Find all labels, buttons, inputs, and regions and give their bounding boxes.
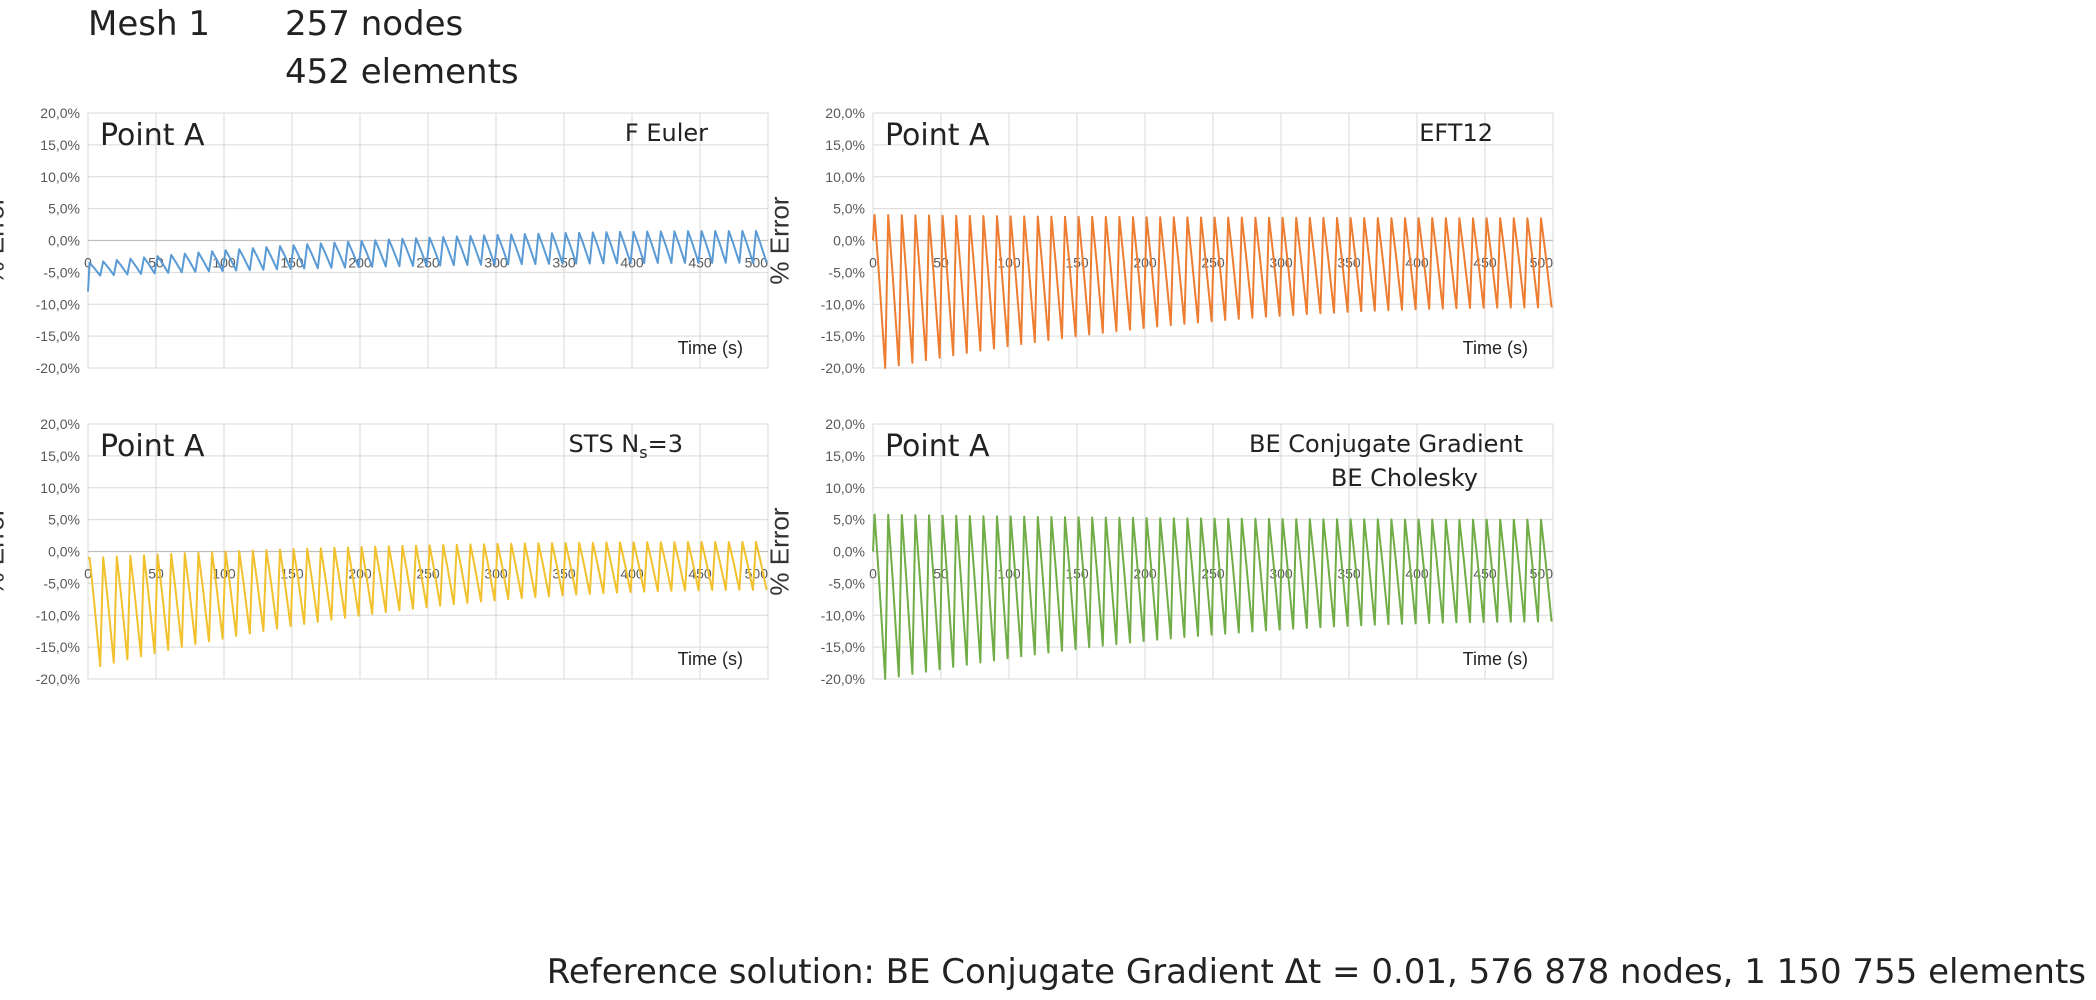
series-line [872, 214, 1553, 369]
y-tick-label: -5,0% [828, 575, 865, 591]
y-tick-label: -5,0% [828, 264, 865, 280]
y-tick-label: -20,0% [36, 671, 80, 687]
y-tick-label: 10,0% [825, 169, 865, 185]
plot-area: 20,0% 15,0% 10,0% 5,0% 0,0% -5,0% -10,0% -15,0%… [36, 416, 769, 687]
y-tick-label: 10,0% [40, 169, 80, 185]
plot-area: 20,0% 15,0% 10,0% 5,0% 0,0% -5,0% -10,0% -15,0%… [36, 105, 769, 376]
plot-area: 20,0% 15,0% 10,0% 5,0% 0,0% -5,0% -10,0% -15,0%… [821, 416, 1554, 687]
y-tick-label: -5,0% [43, 575, 80, 591]
y-tick-label: 15,0% [40, 137, 80, 153]
x-tick-label: 250 [416, 255, 440, 271]
y-tick-label: -10,0% [821, 296, 865, 312]
x-axis-title: Time (s) [678, 338, 743, 358]
y-tick-label: 0,0% [48, 233, 80, 249]
method-label-tail: =3 [648, 430, 683, 458]
y-tick-label: 15,0% [40, 448, 80, 464]
reference-solution-note: Reference solution: BE Conjugate Gradien… [546, 952, 2086, 992]
y-tick-label: 10,0% [40, 480, 80, 496]
y-tick-label: 20,0% [825, 105, 865, 121]
x-tick-label: 500 [745, 255, 769, 271]
y-tick-label: 0,0% [48, 544, 80, 560]
chart-svg: 20,0% 15,0% 10,0% 5,0% 0,0% -5,0% -10,0% -15,0%… [36, 105, 769, 376]
series-line [88, 540, 768, 668]
y-tick-label: 20,0% [40, 416, 80, 432]
x-tick-label: 0 [84, 255, 92, 271]
x-tick-label: 450 [688, 255, 712, 271]
node-count: 257 nodes [285, 4, 464, 44]
chart-panel-1: % Error20,0%15,0%10,0%5,0%0,0%-5,0%-10,0… [0, 103, 783, 378]
y-tick-label: -10,0% [36, 296, 80, 312]
y-tick-label: -10,0% [821, 607, 865, 623]
point-label: Point A [885, 429, 990, 464]
x-tick-label: 400 [620, 255, 644, 271]
y-tick-label: -20,0% [821, 671, 865, 687]
series-line [872, 513, 1553, 680]
y-tick-label: -15,0% [821, 639, 865, 655]
y-tick-label: 15,0% [825, 448, 865, 464]
chart-svg: 20,0% 15,0% 10,0% 5,0% 0,0% -5,0% -10,0% -15,0%… [821, 105, 1554, 376]
series-line [87, 229, 768, 292]
element-count: 452 elements [285, 52, 519, 92]
y-tick-label: 15,0% [825, 137, 865, 153]
chart-panel-2: % Error 20,0% 15,0% 10,0% 5,0% 0,0% -5,0% -10,0… [765, 103, 1568, 378]
method-label: BE Conjugate Gradient [1249, 430, 1523, 458]
mesh-label: Mesh 1 [88, 4, 210, 44]
y-tick-label: 10,0% [825, 480, 865, 496]
plot-area: 20,0% 15,0% 10,0% 5,0% 0,0% -5,0% -10,0% -15,0%… [821, 105, 1554, 376]
chart-svg: 20,0% 15,0% 10,0% 5,0% 0,0% -5,0% -10,0% -15,0%… [821, 416, 1554, 687]
y-tick-label: -20,0% [821, 360, 865, 376]
y-tick-label: -15,0% [821, 328, 865, 344]
y-tick-label: -10,0% [36, 607, 80, 623]
x-axis-title: Time (s) [1463, 338, 1528, 358]
x-tick-label: 0 [869, 566, 877, 582]
x-tick-label: 0 [84, 566, 92, 582]
y-tick-label: 5,0% [833, 201, 865, 217]
chart-panel-3: % Error20,0%15,0%10,0%5,0%0,0%-5,0%-10,0… [0, 414, 783, 689]
x-tick-label: 0 [869, 255, 877, 271]
point-label: Point A [100, 118, 205, 153]
method-label-subscript: s [639, 443, 647, 462]
y-tick-label: 5,0% [833, 512, 865, 528]
x-axis-title: Time (s) [678, 649, 743, 669]
chart-panel-4: % Error 20,0% 15,0% 10,0% 5,0% 0,0% -5,0% -10,0… [765, 414, 1568, 689]
point-label: Point A [100, 429, 205, 464]
y-tick-label: -20,0% [36, 360, 80, 376]
x-tick-label: 300 [484, 255, 508, 271]
y-tick-label: 0,0% [833, 544, 865, 560]
y-tick-label: -15,0% [36, 328, 80, 344]
method-label: EFT12 [1419, 119, 1493, 147]
y-tick-label: -5,0% [43, 264, 80, 280]
y-tick-label: -15,0% [36, 639, 80, 655]
method-label-main: STS N [569, 430, 640, 458]
y-tick-label: 0,0% [833, 233, 865, 249]
x-axis-title: Time (s) [1463, 649, 1528, 669]
y-tick-label: 20,0% [40, 105, 80, 121]
y-tick-label: 20,0% [825, 416, 865, 432]
y-tick-label: 5,0% [48, 512, 80, 528]
x-tick-label: 350 [552, 255, 576, 271]
y-tick-label: 5,0% [48, 201, 80, 217]
method-label-secondary: BE Cholesky [1331, 464, 1478, 492]
point-label: Point A [885, 118, 990, 153]
method-label: F Euler [625, 119, 708, 147]
method-label: STS Ns=3 [569, 430, 683, 462]
chart-svg: 20,0% 15,0% 10,0% 5,0% 0,0% -5,0% -10,0% -15,0%… [36, 416, 769, 687]
